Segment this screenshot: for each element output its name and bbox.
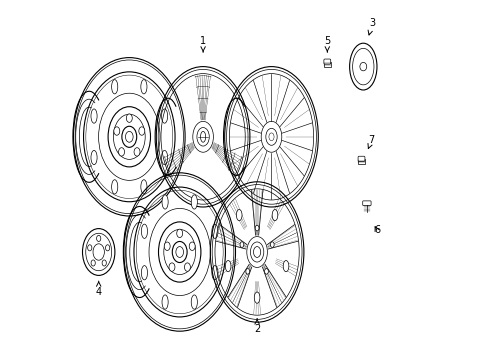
Ellipse shape (236, 210, 242, 221)
Ellipse shape (283, 261, 288, 272)
Ellipse shape (264, 269, 268, 274)
Ellipse shape (225, 261, 230, 272)
Ellipse shape (134, 148, 140, 156)
Ellipse shape (114, 127, 120, 135)
Ellipse shape (211, 266, 218, 280)
Ellipse shape (184, 263, 190, 271)
Ellipse shape (91, 260, 95, 266)
Ellipse shape (240, 242, 244, 247)
Text: 4: 4 (96, 281, 102, 297)
Ellipse shape (139, 127, 144, 135)
Ellipse shape (254, 292, 260, 303)
Ellipse shape (161, 109, 167, 123)
FancyBboxPatch shape (362, 201, 370, 206)
Ellipse shape (250, 242, 263, 262)
Text: 5: 5 (324, 36, 330, 52)
Ellipse shape (111, 180, 118, 194)
Ellipse shape (162, 295, 168, 309)
Ellipse shape (111, 80, 118, 94)
Text: 3: 3 (367, 18, 375, 35)
Ellipse shape (272, 210, 277, 221)
Ellipse shape (141, 266, 147, 280)
Bar (357, 159, 365, 164)
FancyBboxPatch shape (323, 59, 330, 64)
Ellipse shape (270, 242, 274, 247)
Ellipse shape (191, 295, 197, 309)
Ellipse shape (169, 263, 175, 271)
Ellipse shape (141, 80, 147, 94)
Text: 1: 1 (200, 36, 206, 52)
Ellipse shape (141, 180, 147, 194)
Ellipse shape (91, 150, 97, 165)
Ellipse shape (91, 109, 97, 123)
Ellipse shape (162, 195, 168, 209)
Ellipse shape (189, 242, 195, 251)
Ellipse shape (191, 195, 197, 209)
Text: 7: 7 (367, 135, 374, 149)
Ellipse shape (176, 229, 183, 238)
Ellipse shape (97, 235, 101, 242)
Ellipse shape (255, 225, 259, 231)
Ellipse shape (161, 150, 167, 165)
Ellipse shape (119, 148, 124, 156)
Text: 6: 6 (373, 225, 379, 235)
Ellipse shape (87, 245, 92, 251)
Ellipse shape (126, 114, 132, 122)
FancyBboxPatch shape (357, 156, 364, 161)
Ellipse shape (253, 247, 260, 257)
Bar (323, 62, 330, 67)
Ellipse shape (211, 224, 218, 238)
Ellipse shape (141, 224, 147, 238)
Text: 2: 2 (253, 319, 260, 334)
Ellipse shape (105, 245, 109, 251)
Ellipse shape (102, 260, 106, 266)
Ellipse shape (245, 269, 249, 274)
Ellipse shape (164, 242, 170, 251)
